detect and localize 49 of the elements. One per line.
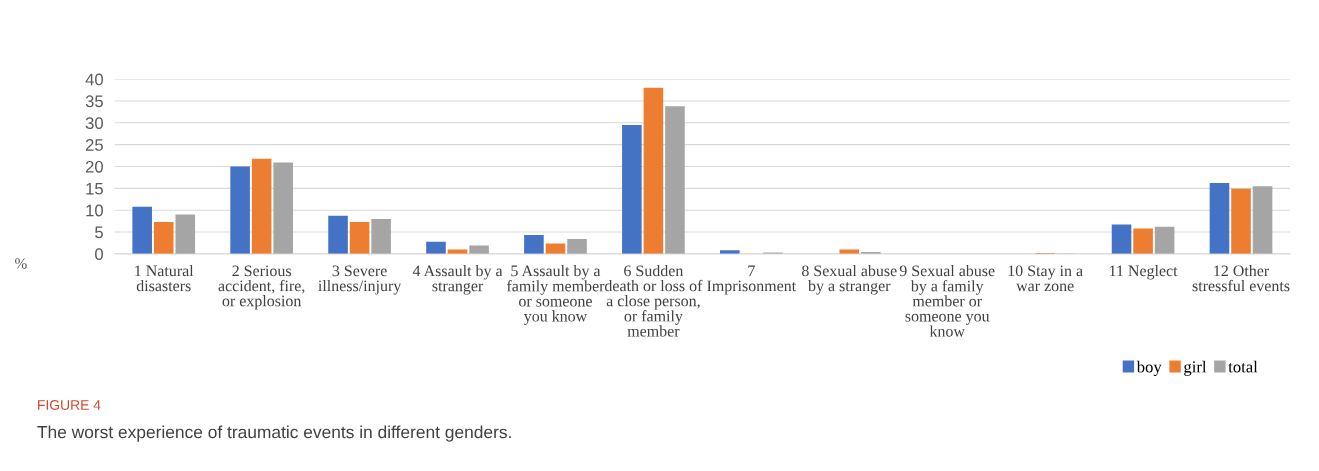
bar — [230, 166, 250, 254]
text: FIGURE 4 — [38, 400, 101, 410]
y-tick-label: 25 — [85, 139, 103, 151]
x-tick-label: 3 Severe illness/injury — [318, 265, 402, 295]
x-tick-label: 6 Sudden death or loss of a close person, or family member — [604, 264, 703, 337]
bar — [1154, 226, 1175, 254]
x-tick-label: 9 Sexual abuse by a family member or someone you know — [899, 264, 995, 337]
x-tick-label: 4 Assault by a stranger — [412, 264, 503, 295]
legend-label: girl — [1184, 360, 1207, 376]
bar — [622, 125, 642, 254]
bar — [643, 87, 664, 254]
y-tick-label: 20 — [85, 160, 103, 173]
bar — [545, 243, 566, 254]
x-tick-label: 10 Stay in a war zone — [1008, 265, 1083, 292]
bar — [426, 241, 446, 254]
bar — [132, 206, 152, 254]
bar — [1252, 186, 1273, 254]
y-tick-label: 5 — [95, 226, 103, 239]
bar — [328, 215, 348, 254]
bar — [1133, 228, 1153, 254]
y-tick-label: 0 — [95, 248, 103, 261]
x-tick-label: 2 Serious accident, fire, or explosion — [218, 265, 305, 310]
bar — [1231, 188, 1251, 254]
x-tick-label: 1 Natural disasters — [135, 264, 194, 292]
bar — [273, 162, 293, 254]
bar — [175, 214, 196, 254]
y-tick-label: 10 — [86, 204, 103, 217]
x-tick-label: 8 Sexual abuse by a stranger — [801, 264, 897, 295]
text: The worst experience of traumatic events in different genders. — [37, 425, 511, 442]
bar — [524, 235, 544, 254]
y-tick-label: 15 — [86, 182, 103, 195]
y-tick-label: 35 — [85, 95, 103, 108]
x-tick-label: 12 Other stressful events — [1192, 264, 1290, 292]
bar — [251, 158, 272, 254]
bar — [567, 239, 587, 254]
bar — [665, 106, 685, 254]
bar — [1111, 224, 1132, 254]
bar — [349, 221, 370, 254]
legend-label: total — [1228, 360, 1258, 373]
bar — [1209, 183, 1230, 254]
y-tick-label: 40 — [85, 73, 103, 86]
y-tick-label: 30 — [85, 117, 103, 130]
legend-label: boy — [1136, 360, 1162, 376]
y-axis-title: % — [15, 258, 27, 269]
x-tick-label: 5 Assault by a family member or someone you know — [506, 264, 605, 325]
x-tick-label: 11 Neglect — [1109, 264, 1178, 280]
x-tick-label: 7 Imprisonment — [707, 265, 797, 295]
bar — [371, 218, 391, 254]
bar — [153, 221, 174, 254]
